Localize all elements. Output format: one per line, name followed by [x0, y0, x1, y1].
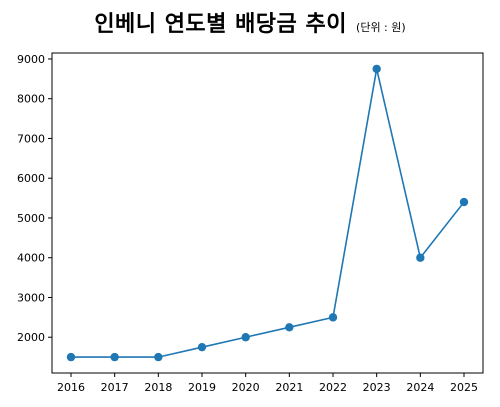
x-tick-label: 2019 — [188, 381, 216, 394]
chart-title-block: 인베니 연도별 배당금 추이 (단위 : 원) — [0, 6, 500, 38]
tick-group: 2000 3000 4000 5000 6000 7000 8000 9000 2016 2017… — [17, 53, 478, 394]
series-line — [71, 68, 465, 358]
y-tick-label: 7000 — [17, 132, 45, 145]
data-point — [110, 352, 119, 362]
data-point — [154, 352, 163, 362]
x-tick-label: 2022 — [319, 381, 347, 394]
y-tick-label: 2000 — [17, 331, 45, 344]
data-point — [416, 253, 425, 262]
data-point — [328, 313, 338, 322]
x-tick-label: 2023 — [363, 381, 391, 394]
y-tick-label: 5000 — [17, 212, 45, 225]
y-tick-label: 3000 — [17, 291, 45, 304]
data-point — [372, 64, 381, 74]
x-tick-label: 2025 — [450, 381, 478, 394]
x-tick-label: 2016 — [57, 381, 85, 394]
data-point — [459, 197, 469, 207]
chart-title: 인베니 연도별 배당금 추이 — [94, 12, 347, 37]
y-tick-label: 8000 — [17, 93, 45, 106]
x-tick-label: 2018 — [144, 381, 172, 394]
x-tick-label: 2024 — [406, 381, 434, 394]
x-tick-label: 2020 — [232, 381, 260, 394]
y-tick-label: 6000 — [17, 172, 45, 185]
data-point — [66, 352, 76, 362]
series-group — [66, 64, 469, 362]
x-tick-label: 2021 — [275, 381, 303, 394]
axes — [51, 52, 484, 374]
y-tick-label: 9000 — [17, 53, 45, 66]
y-tick-label: 4000 — [17, 252, 45, 265]
plot-frame — [51, 52, 484, 374]
data-point — [285, 323, 294, 332]
data-point — [241, 333, 250, 342]
x-tick-label: 2017 — [101, 381, 129, 394]
chart-subtitle: (단위 : 원) — [356, 21, 406, 34]
data-point — [197, 342, 207, 352]
